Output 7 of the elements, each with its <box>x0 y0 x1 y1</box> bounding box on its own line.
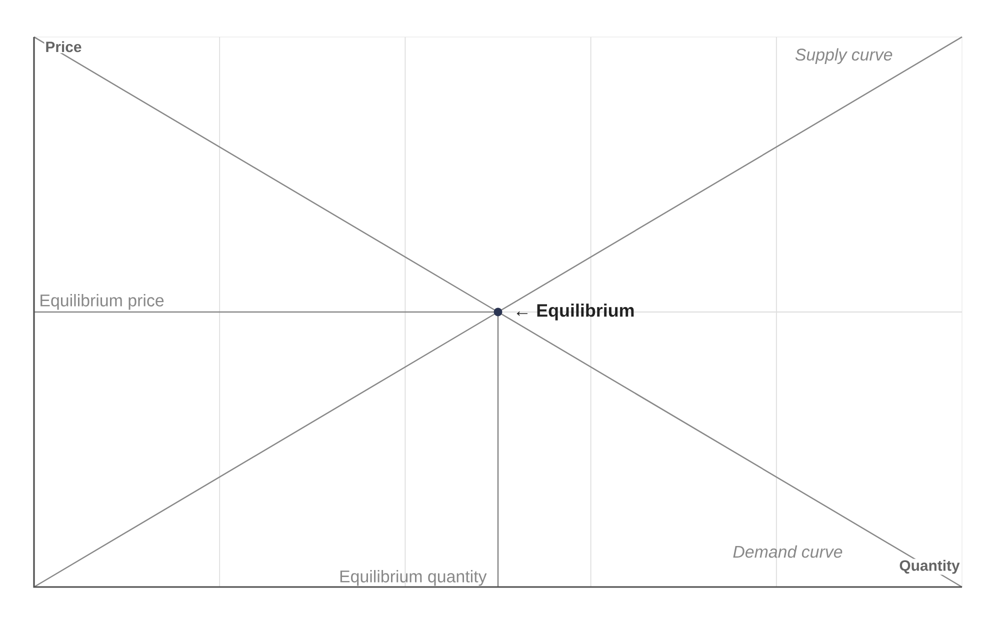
x-axis-title: Quantity <box>900 560 960 574</box>
series-label: Demand curve <box>733 545 842 558</box>
annotation: ← Equilibrium <box>516 304 634 320</box>
series-label: Supply curve <box>795 48 892 64</box>
y-axis-title: Price <box>46 41 82 52</box>
series-label: Equilibrium price <box>40 294 164 310</box>
annotation: Equilibrium quantity <box>340 570 487 586</box>
